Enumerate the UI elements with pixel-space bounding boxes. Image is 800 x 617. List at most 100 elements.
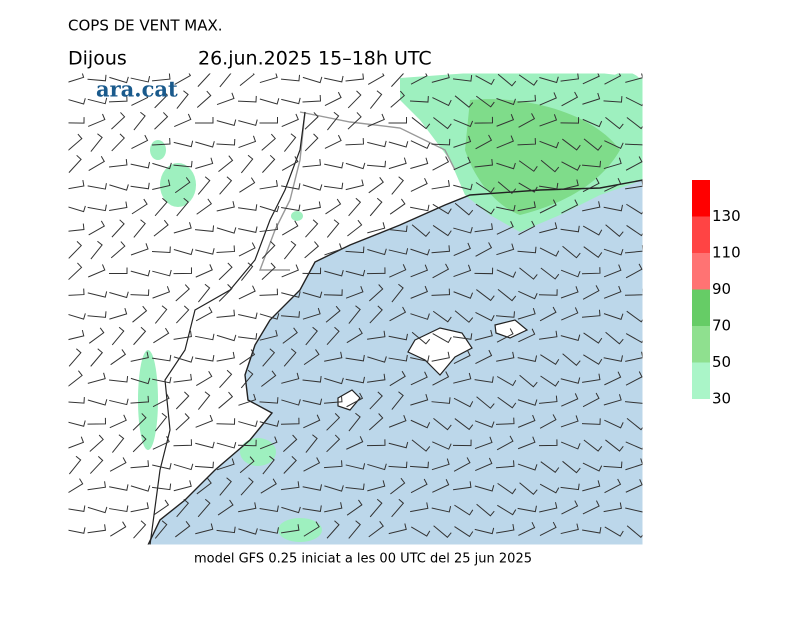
wind-barb (324, 182, 344, 190)
wind-barb (582, 373, 601, 383)
wind-barb (367, 73, 385, 85)
wind-barb (538, 289, 558, 296)
wind-barb (432, 479, 450, 493)
wind-barb (176, 90, 189, 109)
wind-barb (409, 96, 429, 103)
wind-barb (174, 113, 192, 128)
wind-barb (216, 351, 235, 362)
wind-barb (176, 197, 189, 217)
wind-barb (326, 413, 341, 431)
wind-barb (173, 222, 192, 234)
wind-barb (582, 225, 603, 236)
wind-barb (68, 133, 83, 151)
wind-barb (453, 75, 473, 82)
wind-barb (219, 369, 233, 389)
wind-barb (518, 182, 538, 193)
wind-barb (453, 457, 471, 472)
wind-barb (90, 133, 103, 152)
wind-barb (539, 182, 559, 190)
wind-barb (432, 97, 452, 107)
wind-barb (410, 248, 430, 256)
title: COPS DE VENT MAX. (68, 17, 223, 35)
wind-barb (496, 221, 514, 235)
wind-barb (431, 180, 450, 190)
wind-barb (453, 156, 471, 171)
wind-barb (539, 92, 557, 106)
wind-barb (152, 354, 172, 362)
wind-barb (561, 307, 579, 321)
wind-barb (238, 420, 258, 428)
wind-barb (519, 374, 538, 388)
wind-barb (68, 436, 85, 449)
wind-barb (539, 114, 558, 127)
wind-barb (281, 220, 299, 236)
wind-barb (326, 434, 341, 453)
wind-barb (454, 418, 474, 431)
wind-barb (453, 183, 473, 191)
wind-barb (582, 285, 600, 300)
wind-barb (452, 439, 472, 447)
wind-barb (475, 134, 493, 150)
wind-barb (345, 269, 366, 277)
wind-barb (603, 264, 622, 278)
wind-barb (605, 224, 624, 237)
wind-barb (152, 269, 172, 277)
wind-barb (240, 369, 254, 389)
wind-barb (281, 156, 299, 171)
wind-barb (195, 354, 215, 362)
wind-barb (561, 393, 579, 407)
wind-barb (497, 504, 517, 516)
ibiza (337, 389, 361, 411)
wind-barb (410, 419, 431, 429)
wind-barb (68, 179, 85, 190)
wind-barb (581, 160, 602, 168)
wind-barb (410, 313, 430, 320)
wind-barb (540, 461, 560, 474)
wind-barb (495, 417, 515, 425)
wind-barb (110, 241, 126, 259)
wind-barb (197, 498, 211, 518)
wind-barb (196, 198, 213, 215)
wind-barb (517, 436, 536, 450)
wind-barb (131, 91, 149, 106)
wind-barb (261, 240, 276, 259)
wind-barb (87, 417, 107, 425)
wind-barb (603, 394, 622, 406)
wind-barb (130, 289, 150, 296)
wind-barb (195, 441, 215, 449)
border (149, 111, 306, 545)
wind-barb (68, 205, 86, 213)
wind-barb (474, 267, 494, 275)
wind-barb (518, 521, 536, 536)
wind-barb (388, 225, 408, 233)
wind-barb (195, 157, 214, 170)
wind-barb (367, 373, 386, 383)
wind-barb (133, 326, 147, 346)
wind-barb (496, 113, 515, 127)
wind-barb (496, 135, 514, 149)
wind-barb (218, 284, 233, 302)
wind-barb (497, 181, 517, 194)
wind-barb (87, 481, 106, 491)
wind-barb (68, 154, 82, 173)
wind-barb (391, 176, 404, 195)
wind-barb (345, 376, 365, 384)
wind-barb (497, 73, 517, 87)
wind-barb (133, 219, 146, 238)
wind-barb (538, 439, 558, 447)
wind-barb (302, 76, 323, 84)
wind-barb (173, 373, 192, 383)
wind-barb (130, 75, 151, 83)
legend-label: 90 (712, 280, 731, 298)
wind-barb (391, 283, 404, 303)
wind-barb (369, 498, 383, 518)
wind-barb (388, 248, 409, 255)
wind-barb (281, 113, 299, 128)
border (299, 111, 456, 171)
wind-barb (604, 371, 622, 386)
wind-barb (625, 371, 643, 386)
wind-barb (326, 326, 340, 346)
wind-barb (216, 119, 237, 126)
legend-swatch (692, 362, 710, 399)
wind-barb (87, 183, 107, 190)
